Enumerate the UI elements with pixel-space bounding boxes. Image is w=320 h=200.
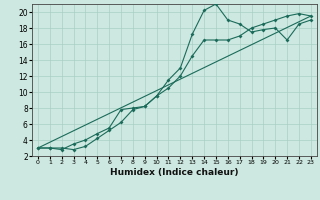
X-axis label: Humidex (Indice chaleur): Humidex (Indice chaleur) — [110, 168, 239, 177]
